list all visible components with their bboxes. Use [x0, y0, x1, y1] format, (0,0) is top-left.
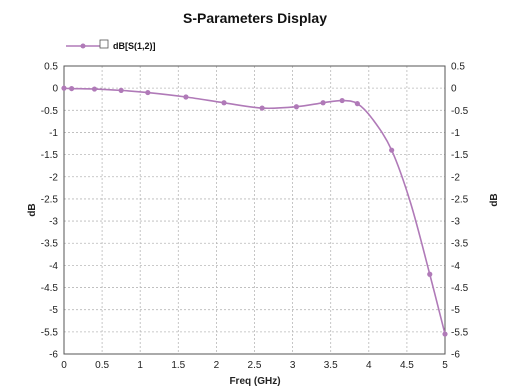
y-tick-left-0: 0.5: [44, 62, 58, 73]
data-point: [145, 89, 151, 96]
y-tick-right-2: -0.5: [451, 106, 469, 117]
x-tick-5: 2.5: [248, 360, 262, 371]
data-point: [61, 85, 67, 91]
y-axis-right-ticks: 0.5 0 -0.5 -1 -1.5 -2 -2.5 -3 -3.5 -4 -4.5 -5 -5.5 -6: [451, 62, 469, 361]
y-tick-left-10: -4.5: [41, 283, 59, 294]
y-tick-left-8: -3.5: [41, 239, 59, 250]
y-tick-right-4: -1.5: [451, 150, 469, 161]
y-axis-left-ticks: 0.5 0 -0.5 -1 -1.5 -2 -2.5 -3 -3.5 -4 -4.5 -5 -5.5 -6: [41, 62, 59, 361]
y-tick-right-9: -4: [451, 261, 460, 272]
x-tick-2: 1: [137, 360, 143, 371]
y-tick-left-3: -1: [49, 128, 58, 139]
x-tick-10: 5: [442, 360, 448, 371]
x-axis-ticks: 0 0.5 1 1.5 2 2.5 3 3.5 4 4.5 5: [61, 360, 448, 371]
data-point: [118, 87, 124, 93]
data-point: [354, 101, 360, 107]
y-tick-right-10: -4.5: [451, 283, 469, 294]
y-tick-left-7: -3: [49, 217, 58, 228]
series-group: [61, 85, 448, 337]
y-tick-left-13: -6: [49, 350, 58, 361]
y-tick-right-3: -1: [451, 128, 460, 139]
y-tick-left-2: -0.5: [41, 106, 59, 117]
data-point: [293, 104, 300, 110]
x-tick-6: 3: [290, 360, 296, 371]
data-point: [183, 94, 189, 100]
y-tick-right-8: -3.5: [451, 239, 469, 250]
plot-frame: [63, 65, 446, 355]
data-point: [259, 105, 265, 111]
x-tick-0: 0: [61, 360, 67, 371]
y-tick-left-6: -2.5: [41, 194, 59, 205]
x-tick-7: 3.5: [324, 360, 338, 371]
y-tick-right-6: -2.5: [451, 194, 469, 205]
x-tick-1: 0.5: [95, 360, 109, 371]
y-tick-right-0: 0.5: [451, 62, 465, 73]
x-tick-4: 2: [214, 360, 220, 371]
y-tick-left-5: -2: [49, 172, 58, 183]
legend-series-label: dB[S(1,2)]: [113, 41, 156, 51]
y-tick-right-7: -3: [451, 217, 460, 228]
x-axis-label: Freq (GHz): [229, 376, 280, 387]
y-tick-left-1: 0: [52, 84, 58, 95]
y-tick-left-4: -1.5: [41, 150, 59, 161]
data-point: [320, 100, 326, 106]
y-tick-right-12: -5.5: [451, 327, 469, 338]
legend-marker: [80, 43, 86, 49]
y-axis-label-left: dB: [27, 203, 38, 216]
x-tick-3: 1.5: [171, 360, 185, 371]
y-tick-right-5: -2: [451, 172, 460, 183]
data-point: [91, 86, 98, 92]
y-tick-right-13: -6: [451, 350, 460, 361]
data-point: [69, 85, 75, 92]
y-tick-right-1: 0: [451, 84, 457, 95]
legend: dB[S(1,2)]: [66, 39, 156, 51]
x-tick-9: 4.5: [400, 360, 414, 371]
y-tick-left-12: -5.5: [41, 327, 59, 338]
grid: [63, 65, 446, 355]
y-tick-left-11: -5: [49, 305, 58, 316]
data-point: [442, 331, 448, 337]
data-point: [221, 100, 227, 106]
legend-checkbox[interactable]: [99, 39, 109, 49]
data-point: [389, 147, 395, 153]
data-point: [339, 97, 345, 104]
y-tick-right-11: -5: [451, 305, 460, 316]
x-tick-8: 4: [366, 360, 372, 371]
chart-title: S-Parameters Display: [183, 10, 327, 26]
y-axis-label-right: dB: [489, 193, 500, 206]
data-point: [427, 271, 433, 277]
y-tick-left-9: -4: [49, 261, 58, 272]
